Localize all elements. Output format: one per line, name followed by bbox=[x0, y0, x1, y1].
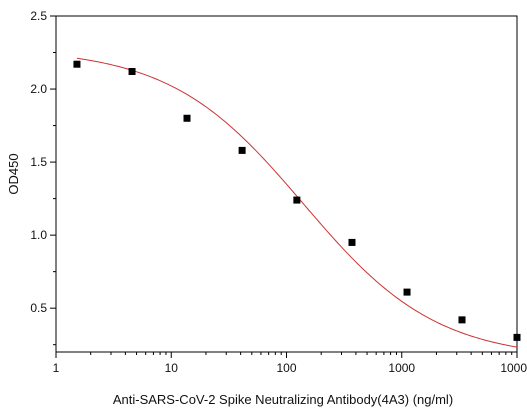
y-tick-label: 2.5 bbox=[30, 9, 47, 23]
x-tick-label: 100 bbox=[276, 361, 296, 375]
y-axis-label: OD450 bbox=[6, 153, 21, 194]
data-point bbox=[403, 288, 411, 296]
y-tick-label: 1.0 bbox=[30, 228, 47, 242]
y-tick-label: 0.5 bbox=[30, 301, 47, 315]
data-point bbox=[238, 146, 246, 154]
x-tick-label: 1000 bbox=[388, 361, 415, 375]
fit-curve bbox=[76, 57, 518, 348]
data-point bbox=[73, 60, 81, 68]
x-tick-label: 10 bbox=[165, 361, 179, 375]
x-axis-label: Anti-SARS-CoV-2 Spike Neutralizing Antib… bbox=[113, 392, 453, 407]
x-tick-label: 1 bbox=[53, 361, 60, 375]
y-axis-ticks: 0.5 1.0 1.5 2.0 2.5 bbox=[30, 9, 56, 346]
data-point bbox=[128, 68, 136, 76]
data-point bbox=[348, 238, 356, 246]
data-point bbox=[183, 114, 191, 122]
data-points bbox=[73, 60, 521, 341]
y-tick-label: 2.0 bbox=[30, 82, 47, 96]
data-point bbox=[293, 196, 301, 204]
y-tick-label: 1.5 bbox=[30, 155, 47, 169]
data-point bbox=[513, 333, 521, 341]
data-point bbox=[458, 316, 466, 324]
